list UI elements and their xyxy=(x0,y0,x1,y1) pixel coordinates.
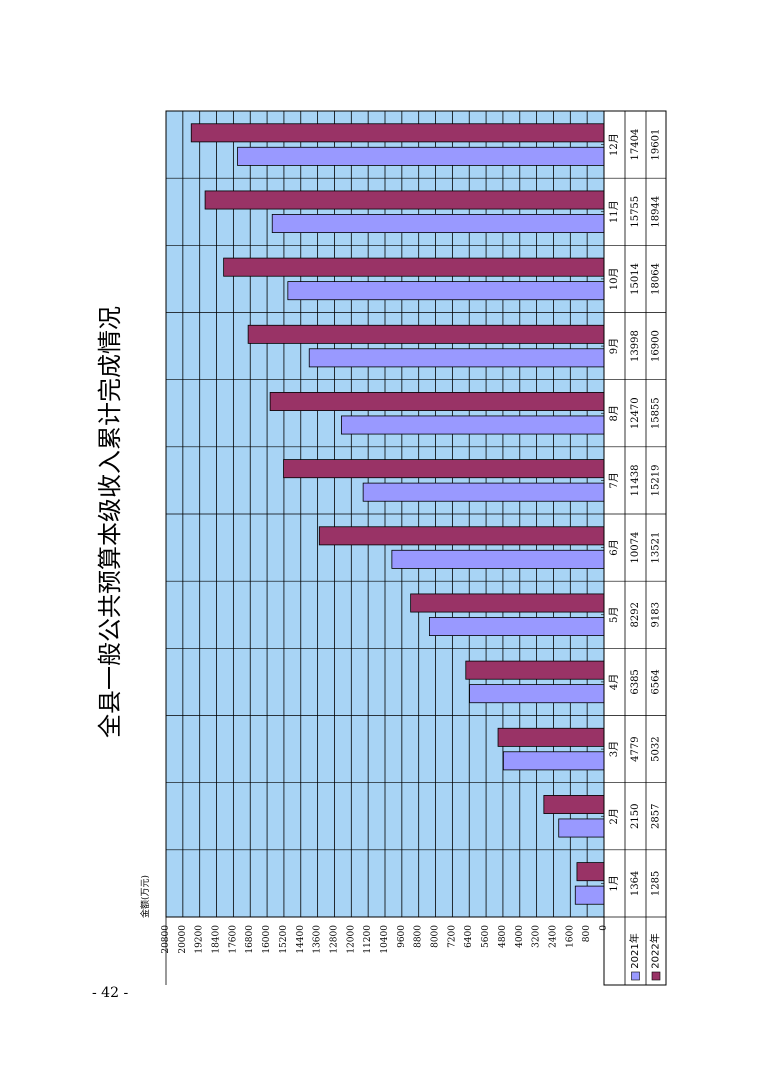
table-value-2022: 16900 xyxy=(651,330,662,362)
value-tick-label: 1600 xyxy=(565,925,575,948)
legend-label-2022: 2022年 xyxy=(649,933,662,968)
bar-2022 xyxy=(190,123,605,143)
bar-2021 xyxy=(574,885,605,905)
bar-2021 xyxy=(502,751,605,771)
table-value-2022: 5032 xyxy=(651,736,662,761)
table-value-2021: 6385 xyxy=(630,669,641,694)
value-tick-label: 6400 xyxy=(464,925,474,948)
bar-2022 xyxy=(269,392,605,411)
category-label: 9月 xyxy=(608,338,620,354)
table-value-2021: 15755 xyxy=(630,196,641,228)
table-value-2022: 1285 xyxy=(651,871,662,896)
category-label: 12月 xyxy=(608,133,620,156)
chart-title: 全县一般公共预算本级收入累计完成情况 xyxy=(96,306,124,738)
bar-2021 xyxy=(341,415,605,435)
legend-key-2022 xyxy=(651,971,661,981)
value-tick-label: 3200 xyxy=(532,925,542,948)
table-value-2021: 15014 xyxy=(630,263,641,295)
table-value-2022: 19601 xyxy=(651,129,662,161)
bar-2022 xyxy=(465,660,605,680)
value-tick-label: 5600 xyxy=(481,925,491,948)
category-label: 2月 xyxy=(608,808,620,824)
table-value-2022: 9183 xyxy=(651,602,662,627)
value-tick-label: 2400 xyxy=(548,925,558,948)
value-tick-label: 4800 xyxy=(498,925,508,948)
table-value-2021: 12470 xyxy=(630,397,641,429)
table-value-2021: 10074 xyxy=(630,532,641,564)
value-tick-label: 7200 xyxy=(447,925,457,948)
table-value-2022: 13521 xyxy=(651,532,662,564)
category-label: 1月 xyxy=(608,875,620,891)
bar-2021 xyxy=(469,684,605,704)
category-label: 11月 xyxy=(608,200,620,223)
legend-label-2021: 2021年 xyxy=(628,933,641,968)
value-tick-label: 800 xyxy=(582,925,592,942)
bar-2021 xyxy=(237,146,605,166)
category-label: 10月 xyxy=(608,268,620,291)
table-value-2021: 8292 xyxy=(630,602,641,627)
category-label: 5月 xyxy=(608,607,620,623)
value-tick-label: 16000 xyxy=(262,925,272,954)
value-tick-label: 12800 xyxy=(329,925,339,954)
bar-2022 xyxy=(543,795,605,814)
value-axis-label: 金额(万元) xyxy=(139,875,151,918)
bar-2022 xyxy=(204,190,605,210)
bar-2021 xyxy=(287,281,605,301)
bar-2021 xyxy=(428,617,605,636)
bar-2022 xyxy=(318,526,605,546)
table-value-2021: 13998 xyxy=(630,330,641,362)
page-number: - 42 - xyxy=(92,985,129,1001)
value-tick-label: 8800 xyxy=(414,925,424,948)
bar-2021 xyxy=(362,482,605,502)
value-tick-label: 9600 xyxy=(397,925,407,948)
value-tick-label: 8000 xyxy=(431,925,441,948)
bar-2022 xyxy=(247,324,605,344)
table-value-2022: 2857 xyxy=(651,804,662,829)
bar-2021 xyxy=(558,818,605,838)
category-label: 4月 xyxy=(608,674,620,690)
table-value-2021: 4779 xyxy=(630,736,641,761)
value-tick-label: 17600 xyxy=(228,925,238,954)
bar-2021 xyxy=(271,214,605,233)
bar-2021 xyxy=(308,348,605,368)
bar-2022 xyxy=(283,459,605,479)
value-tick-label: 4000 xyxy=(515,925,525,948)
bar-2022 xyxy=(576,862,605,882)
value-tick-label: 13600 xyxy=(313,925,323,954)
category-label: 8月 xyxy=(608,405,620,421)
legend-key-2021 xyxy=(631,971,640,981)
category-label: 3月 xyxy=(608,741,620,757)
bar-2021 xyxy=(391,549,605,569)
table-value-2021: 2150 xyxy=(630,804,641,829)
value-tick-label: 20000 xyxy=(178,925,188,954)
value-tick-label: 18400 xyxy=(212,925,222,954)
value-tick-label: 14400 xyxy=(296,925,306,954)
bar-2022 xyxy=(410,593,605,613)
table-value-2022: 15219 xyxy=(651,465,662,497)
table-value-2022: 18944 xyxy=(651,196,662,228)
value-tick-label: 12000 xyxy=(346,925,356,954)
value-tick-label: 16800 xyxy=(245,925,255,954)
table-value-2022: 6564 xyxy=(651,669,662,694)
table-value-2022: 15855 xyxy=(651,397,662,429)
table-value-2021: 11438 xyxy=(630,465,641,497)
value-tick-label: 15200 xyxy=(279,925,289,954)
value-tick-label: 19200 xyxy=(195,925,205,954)
table-value-2021: 17404 xyxy=(630,129,641,161)
value-tick-label: 11200 xyxy=(363,925,373,954)
value-tick-label: 10400 xyxy=(380,925,390,954)
bar-2022 xyxy=(497,727,605,747)
table-value-2022: 18064 xyxy=(651,263,662,295)
bar-2022 xyxy=(223,257,605,277)
category-label: 7月 xyxy=(608,472,620,488)
category-label: 6月 xyxy=(608,539,620,555)
table-value-2021: 1364 xyxy=(630,871,641,896)
